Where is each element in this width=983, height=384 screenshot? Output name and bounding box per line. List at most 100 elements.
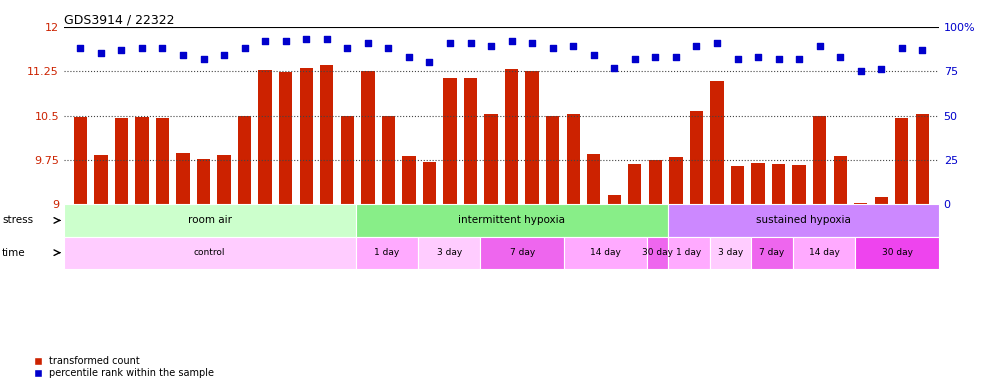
Point	[175, 52, 191, 58]
Text: stress: stress	[2, 215, 33, 225]
Bar	[74, 118, 87, 204]
Bar	[259, 70, 272, 204]
Bar	[566, 114, 580, 204]
Point	[668, 54, 684, 60]
Text: 7 day: 7 day	[760, 248, 784, 257]
Point	[524, 40, 540, 46]
Point	[113, 47, 129, 53]
Point	[442, 40, 458, 46]
Point	[154, 45, 170, 51]
Text: 3 day: 3 day	[436, 248, 462, 257]
Bar	[669, 157, 682, 204]
Bar	[485, 114, 497, 204]
Bar	[356, 204, 668, 237]
Point	[894, 45, 909, 51]
Bar	[690, 111, 703, 204]
Point	[299, 36, 315, 42]
Bar	[710, 237, 751, 269]
Bar	[418, 237, 481, 269]
Bar	[668, 237, 710, 269]
Legend: transformed count, percentile rank within the sample: transformed count, percentile rank withi…	[34, 355, 215, 379]
Point	[237, 45, 253, 51]
Bar	[854, 203, 867, 204]
Bar	[647, 237, 668, 269]
Bar	[915, 114, 929, 204]
Point	[484, 43, 499, 50]
Bar	[64, 237, 356, 269]
Bar	[94, 155, 107, 204]
Bar	[423, 162, 436, 204]
Bar	[381, 116, 395, 204]
Bar	[238, 116, 252, 204]
Bar	[751, 237, 793, 269]
Point	[196, 56, 211, 62]
Point	[463, 40, 479, 46]
Bar	[300, 68, 313, 204]
Bar	[730, 166, 744, 204]
Bar	[649, 160, 662, 204]
Bar	[279, 72, 292, 204]
Bar	[792, 165, 806, 204]
Text: 1 day: 1 day	[676, 248, 702, 257]
Bar	[526, 71, 539, 204]
Bar	[464, 78, 477, 204]
Text: intermittent hypoxia: intermittent hypoxia	[458, 215, 565, 225]
Bar	[64, 204, 356, 237]
Point	[688, 43, 704, 50]
Bar	[402, 156, 416, 204]
Point	[216, 52, 232, 58]
Bar	[711, 81, 723, 204]
Bar	[834, 156, 847, 204]
Bar	[772, 164, 785, 204]
Bar	[341, 116, 354, 204]
Point	[278, 38, 294, 44]
Bar	[115, 118, 128, 204]
Text: sustained hypoxia: sustained hypoxia	[756, 215, 851, 225]
Bar	[155, 118, 169, 204]
Point	[586, 52, 602, 58]
Bar	[587, 154, 601, 204]
Bar	[356, 237, 418, 269]
Bar	[855, 237, 939, 269]
Text: control: control	[194, 248, 225, 257]
Text: 7 day: 7 day	[509, 248, 535, 257]
Bar	[217, 155, 231, 204]
Bar	[751, 163, 765, 204]
Text: 30 day: 30 day	[642, 248, 673, 257]
Text: 14 day: 14 day	[809, 248, 839, 257]
Point	[258, 38, 273, 44]
Point	[422, 59, 437, 65]
Point	[360, 40, 376, 46]
Bar	[896, 118, 908, 204]
Point	[874, 66, 890, 73]
Bar	[320, 65, 333, 204]
Bar	[668, 204, 939, 237]
Bar	[505, 70, 518, 204]
Text: 30 day: 30 day	[882, 248, 912, 257]
Point	[791, 56, 807, 62]
Text: 3 day: 3 day	[718, 248, 743, 257]
Point	[73, 45, 88, 51]
Point	[812, 43, 828, 50]
Bar	[361, 71, 375, 204]
Bar	[793, 237, 855, 269]
Text: GDS3914 / 22322: GDS3914 / 22322	[64, 14, 174, 27]
Point	[401, 54, 417, 60]
Bar	[564, 237, 647, 269]
Point	[833, 54, 848, 60]
Point	[648, 54, 664, 60]
Point	[339, 45, 355, 51]
Point	[853, 68, 869, 74]
Point	[709, 40, 724, 46]
Point	[93, 50, 109, 56]
Point	[750, 54, 766, 60]
Bar	[607, 195, 621, 204]
Text: 1 day: 1 day	[375, 248, 399, 257]
Point	[565, 43, 581, 50]
Bar	[176, 154, 190, 204]
Point	[134, 45, 149, 51]
Bar	[197, 159, 210, 204]
Bar	[875, 197, 888, 204]
Bar	[813, 116, 827, 204]
Bar	[546, 116, 559, 204]
